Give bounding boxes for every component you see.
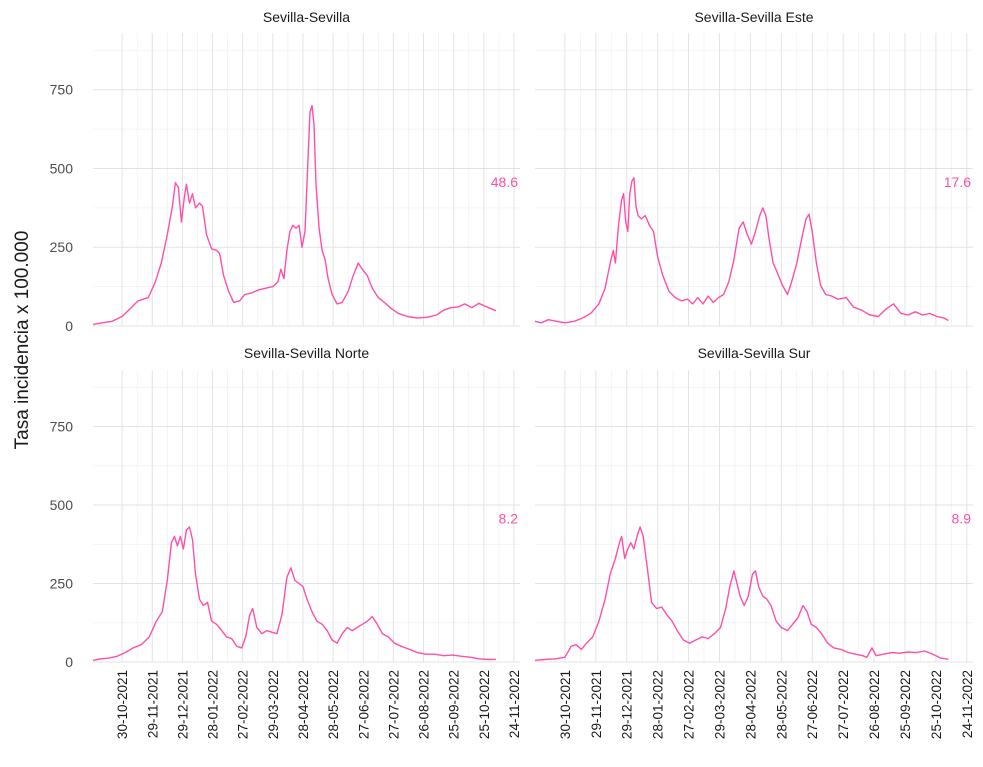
last-value-label: 17.6 xyxy=(944,174,971,190)
x-tick-label: 29-12-2021 xyxy=(620,670,635,739)
y-tick-label: 0 xyxy=(65,654,73,670)
y-tick-label: 750 xyxy=(50,82,74,98)
y-tick-label: 500 xyxy=(50,160,74,176)
x-tick-label: 27-06-2022 xyxy=(356,670,371,739)
x-tick-label: 28-04-2022 xyxy=(296,670,311,739)
y-axis-label: Tasa incidencia x 100.000 xyxy=(12,231,33,450)
panel-title: Sevilla-Sevilla xyxy=(263,9,350,25)
panel-3: Sevilla-Sevilla Norte 0 250 500 750 30-10-202… xyxy=(50,345,522,739)
x-tick-label: 29-12-2021 xyxy=(175,670,190,739)
x-tick-label: 24-11-2022 xyxy=(960,670,975,738)
x-tick-label: 28-01-2022 xyxy=(651,670,666,739)
y-tick-label: 750 xyxy=(50,419,74,435)
series-line xyxy=(92,526,496,662)
panel-2: Sevilla-Sevilla Este 17.6 xyxy=(534,9,973,327)
panel-1: Sevilla-Sevilla 0 250 500 750 48.6 xyxy=(50,9,520,334)
y-tick-label: 250 xyxy=(50,576,74,592)
x-tick-label: 26-08-2022 xyxy=(417,670,432,739)
panel-4: Sevilla-Sevilla Sur 30-10-2021 29-11-2021 2… xyxy=(534,345,975,739)
x-tick-label: 26-08-2022 xyxy=(867,670,882,739)
x-tick-label: 27-02-2022 xyxy=(682,670,697,739)
x-tick-label: 25-10-2022 xyxy=(477,670,492,739)
last-value-label: 8.9 xyxy=(952,511,972,527)
x-tick-label: 25-10-2022 xyxy=(929,670,944,739)
x-tick-label: 28-04-2022 xyxy=(743,670,758,739)
x-tick-label: 24-11-2022 xyxy=(507,670,522,738)
y-tick-label: 0 xyxy=(65,318,73,334)
last-value-label: 8.2 xyxy=(499,511,519,527)
x-tick-label: 30-10-2021 xyxy=(115,670,130,739)
x-tick-label: 30-10-2021 xyxy=(558,670,573,739)
x-tick-label: 27-06-2022 xyxy=(805,670,820,739)
x-tick-label: 25-09-2022 xyxy=(898,670,913,739)
series-line xyxy=(534,526,949,662)
x-tick-label: 29-03-2022 xyxy=(266,670,281,739)
series-line xyxy=(92,104,497,326)
x-tick-label: 27-07-2022 xyxy=(836,670,851,739)
panel-title: Sevilla-Sevilla Este xyxy=(694,9,813,25)
y-tick-label: 500 xyxy=(50,497,74,513)
panel-title: Sevilla-Sevilla Norte xyxy=(244,345,369,361)
x-tick-label: 29-03-2022 xyxy=(712,670,727,739)
x-tick-label: 28-05-2022 xyxy=(774,670,789,739)
series-line xyxy=(534,177,949,324)
panel-title: Sevilla-Sevilla Sur xyxy=(698,345,811,361)
y-tick-label: 250 xyxy=(50,239,74,255)
x-tick-label: 25-09-2022 xyxy=(447,670,462,739)
x-tick-label: 28-05-2022 xyxy=(326,670,341,739)
x-tick-label: 29-11-2021 xyxy=(589,670,604,738)
x-tick-label: 27-02-2022 xyxy=(236,670,251,739)
x-tick-label: 27-07-2022 xyxy=(386,670,401,739)
last-value-label: 48.6 xyxy=(491,174,518,190)
x-tick-label: 28-01-2022 xyxy=(206,670,221,739)
x-tick-label: 29-11-2021 xyxy=(145,670,160,738)
